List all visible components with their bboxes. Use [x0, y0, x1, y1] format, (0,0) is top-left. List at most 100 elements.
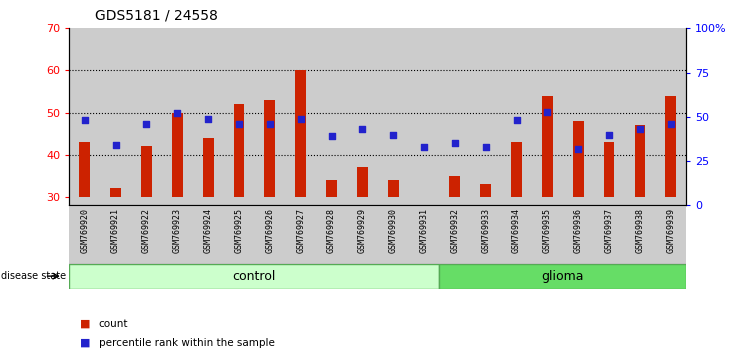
Bar — [172, 113, 182, 197]
Text: GSM769923: GSM769923 — [173, 208, 182, 253]
Bar — [625, 205, 656, 264]
Bar — [141, 146, 152, 197]
Bar — [131, 205, 162, 264]
Bar — [439, 28, 470, 205]
Text: GSM769939: GSM769939 — [666, 208, 675, 253]
Point — [141, 121, 153, 127]
Bar — [501, 205, 532, 264]
Text: GSM769926: GSM769926 — [265, 208, 274, 253]
Point — [388, 132, 399, 137]
Text: GSM769930: GSM769930 — [388, 208, 398, 253]
Text: control: control — [233, 270, 276, 282]
Point — [511, 118, 523, 123]
Text: ■: ■ — [80, 338, 91, 348]
Text: disease state: disease state — [1, 271, 66, 281]
Bar — [470, 205, 501, 264]
Bar — [409, 28, 439, 205]
Bar — [439, 205, 470, 264]
Bar — [656, 28, 686, 205]
Bar — [511, 142, 522, 197]
Bar — [532, 205, 563, 264]
Bar — [501, 28, 532, 205]
Text: GSM769924: GSM769924 — [204, 208, 212, 253]
Bar — [480, 184, 491, 197]
Bar — [532, 28, 563, 205]
Point — [542, 109, 553, 114]
Point — [356, 126, 368, 132]
Point — [233, 121, 245, 127]
Bar — [295, 70, 306, 197]
Point — [449, 141, 461, 146]
Bar — [378, 28, 409, 205]
Point — [634, 126, 646, 132]
Bar — [162, 28, 193, 205]
Bar — [470, 28, 501, 205]
Bar — [656, 205, 686, 264]
Point — [264, 121, 276, 127]
Text: GSM769929: GSM769929 — [358, 208, 367, 253]
Bar — [69, 28, 100, 205]
Bar — [439, 264, 686, 289]
Text: GSM769937: GSM769937 — [604, 208, 614, 253]
Text: percentile rank within the sample: percentile rank within the sample — [99, 338, 274, 348]
Bar — [234, 104, 245, 197]
Bar — [357, 167, 368, 197]
Bar — [634, 125, 645, 197]
Text: GSM769932: GSM769932 — [450, 208, 459, 253]
Bar — [223, 205, 255, 264]
Bar — [604, 142, 615, 197]
Bar — [285, 205, 316, 264]
Bar — [100, 28, 131, 205]
Bar — [193, 205, 223, 264]
Text: GSM769922: GSM769922 — [142, 208, 151, 253]
Bar — [264, 100, 275, 197]
Bar — [69, 264, 439, 289]
Bar — [193, 28, 223, 205]
Bar — [223, 28, 255, 205]
Bar — [131, 28, 162, 205]
Bar — [110, 188, 121, 197]
Text: GSM769920: GSM769920 — [80, 208, 89, 253]
Text: GSM769928: GSM769928 — [327, 208, 336, 253]
Bar — [254, 28, 285, 205]
Bar — [254, 205, 285, 264]
Bar — [285, 28, 316, 205]
Bar — [203, 138, 214, 197]
Text: glioma: glioma — [542, 270, 584, 282]
Point — [665, 121, 677, 127]
Bar — [378, 205, 409, 264]
Text: GSM769927: GSM769927 — [296, 208, 305, 253]
Point — [295, 116, 307, 121]
Text: GSM769925: GSM769925 — [234, 208, 244, 253]
Bar — [665, 96, 676, 197]
Text: GSM769938: GSM769938 — [635, 208, 645, 253]
Bar — [625, 28, 656, 205]
Bar — [347, 28, 378, 205]
Bar — [409, 205, 439, 264]
Text: GSM769936: GSM769936 — [574, 208, 583, 253]
Bar — [563, 205, 593, 264]
Bar — [162, 205, 193, 264]
Bar — [542, 96, 553, 197]
Point — [603, 132, 615, 137]
Point — [79, 118, 91, 123]
Bar — [80, 142, 91, 197]
Bar — [388, 180, 399, 197]
Bar — [316, 205, 347, 264]
Bar — [69, 205, 100, 264]
Text: count: count — [99, 319, 128, 329]
Bar — [450, 176, 461, 197]
Bar — [100, 205, 131, 264]
Bar — [573, 121, 584, 197]
Text: GSM769935: GSM769935 — [543, 208, 552, 253]
Bar — [593, 205, 624, 264]
Point — [480, 144, 491, 150]
Text: ■: ■ — [80, 319, 91, 329]
Text: GDS5181 / 24558: GDS5181 / 24558 — [95, 9, 218, 23]
Point — [572, 146, 584, 152]
Text: GSM769931: GSM769931 — [420, 208, 429, 253]
Point — [110, 142, 121, 148]
Text: GSM769933: GSM769933 — [481, 208, 491, 253]
Bar — [326, 180, 337, 197]
Text: GSM769921: GSM769921 — [111, 208, 120, 253]
